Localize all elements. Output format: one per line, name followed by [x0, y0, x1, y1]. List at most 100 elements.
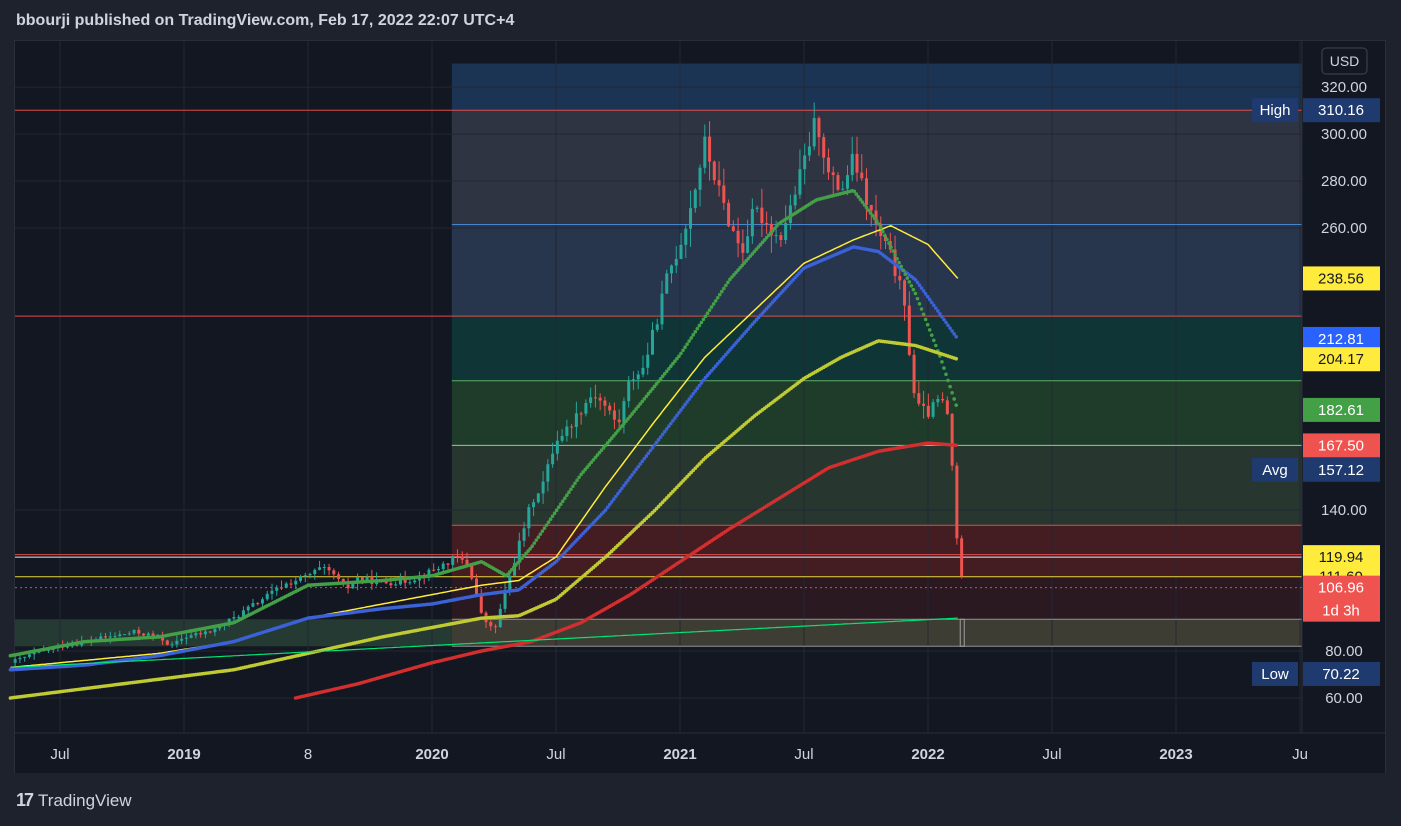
- indicator-dot: [609, 436, 614, 440]
- indicator-dot: [660, 432, 665, 437]
- candle-body: [660, 293, 664, 325]
- indicator-line[interactable]: [10, 617, 958, 668]
- price-tag[interactable]: [1303, 433, 1380, 458]
- price-tag[interactable]: [1303, 397, 1380, 422]
- indicator-dot: [560, 499, 565, 504]
- candle-body: [874, 210, 878, 224]
- indicator-dot: [638, 402, 643, 406]
- price-tag[interactable]: [1303, 347, 1380, 372]
- y-tick-label: 140.00: [1321, 502, 1367, 519]
- candle-body: [655, 324, 659, 330]
- candle-body: [227, 618, 231, 625]
- candle-body: [479, 595, 483, 613]
- indicator-dot: [681, 405, 685, 410]
- candle-body: [165, 640, 169, 645]
- indicator-dot: [664, 427, 669, 431]
- indicator-dot: [732, 272, 736, 277]
- candle-body: [180, 638, 184, 641]
- indicator-dot: [742, 331, 747, 336]
- time-axis-background[interactable]: [15, 733, 1385, 773]
- candle-body: [670, 265, 674, 274]
- candle-body: [551, 453, 555, 465]
- candle-body: [793, 194, 797, 206]
- indicator-dot: [626, 417, 630, 421]
- x-tick-label: Jul: [794, 746, 813, 763]
- indicator-dot: [687, 339, 691, 343]
- indicator-dot: [616, 491, 620, 496]
- candle-body: [503, 590, 507, 609]
- candle-body: [693, 189, 697, 209]
- indicator-dot: [540, 529, 545, 533]
- indicator-dot: [642, 397, 647, 401]
- indicator-dot: [854, 192, 859, 196]
- indicator-dot: [660, 374, 665, 379]
- candle-body: [398, 578, 402, 585]
- candle-body: [265, 593, 269, 600]
- indicator-dot: [887, 241, 891, 246]
- x-tick-label: 8: [304, 746, 312, 763]
- candle-body: [936, 398, 940, 403]
- indicator-dot: [868, 211, 873, 215]
- candle-body: [246, 606, 250, 611]
- candle-body: [708, 136, 712, 162]
- indicator-dot: [713, 299, 718, 303]
- candle-body: [698, 167, 702, 190]
- indicator-dot: [591, 458, 596, 462]
- candle-body: [455, 556, 459, 558]
- indicator-dot: [622, 421, 626, 426]
- indicator-dot: [642, 456, 647, 461]
- indicator-dot: [691, 333, 696, 337]
- price-tag[interactable]: [1303, 98, 1380, 123]
- candle-body: [465, 559, 469, 566]
- price-tag[interactable]: [1303, 266, 1380, 291]
- indicator-dot: [548, 517, 553, 521]
- countdown-label: 1d 3h: [1322, 603, 1360, 620]
- candle-body: [427, 569, 431, 578]
- indicator-dot: [919, 286, 924, 290]
- currency-badge[interactable]: USD: [1321, 47, 1368, 75]
- indicator-dot: [934, 343, 938, 348]
- indicator-dot: [762, 238, 767, 242]
- indicator-dot: [532, 541, 537, 545]
- candle-body: [565, 426, 569, 436]
- indicator-dot: [864, 205, 869, 210]
- candle-body: [674, 258, 678, 266]
- indicator-dot: [603, 508, 608, 512]
- indicator-dot: [658, 376, 663, 381]
- indicator-dot: [644, 454, 649, 458]
- candle-body: [289, 583, 293, 585]
- price-tag[interactable]: [1303, 457, 1380, 482]
- candle-body: [931, 402, 935, 417]
- price-tag[interactable]: [1303, 575, 1380, 622]
- zone-red: [451, 525, 1303, 577]
- indicator-dot: [754, 247, 759, 252]
- candle-body: [646, 354, 650, 368]
- indicator-dot: [860, 200, 865, 204]
- candle-body: [508, 575, 512, 591]
- indicator-dot: [505, 572, 510, 577]
- footer-brand[interactable]: 17 TradingView: [16, 790, 132, 811]
- indicator-dot: [874, 219, 879, 223]
- price-tag[interactable]: [1303, 326, 1380, 351]
- candle-body: [807, 146, 811, 156]
- indicator-dot: [544, 523, 549, 527]
- indicator-dot: [772, 226, 777, 231]
- candle-body: [608, 405, 612, 411]
- indicator-dot: [613, 494, 618, 499]
- candle-body: [146, 633, 150, 636]
- indicator-line[interactable]: [10, 224, 959, 669]
- candle-body: [560, 435, 564, 441]
- candle-body: [570, 426, 574, 428]
- price-axis-background[interactable]: [1302, 41, 1385, 733]
- indicator-dot: [921, 289, 926, 293]
- candle-body: [237, 616, 241, 618]
- indicator-dot: [624, 419, 628, 424]
- indicator-dot: [618, 489, 622, 493]
- indicator-dot: [575, 478, 579, 483]
- indicator-dot: [775, 224, 779, 228]
- price-tag-value: 106.96: [1318, 580, 1364, 597]
- candle-body: [346, 584, 350, 589]
- price-tag[interactable]: [1303, 661, 1380, 686]
- indicator-dot: [673, 359, 677, 364]
